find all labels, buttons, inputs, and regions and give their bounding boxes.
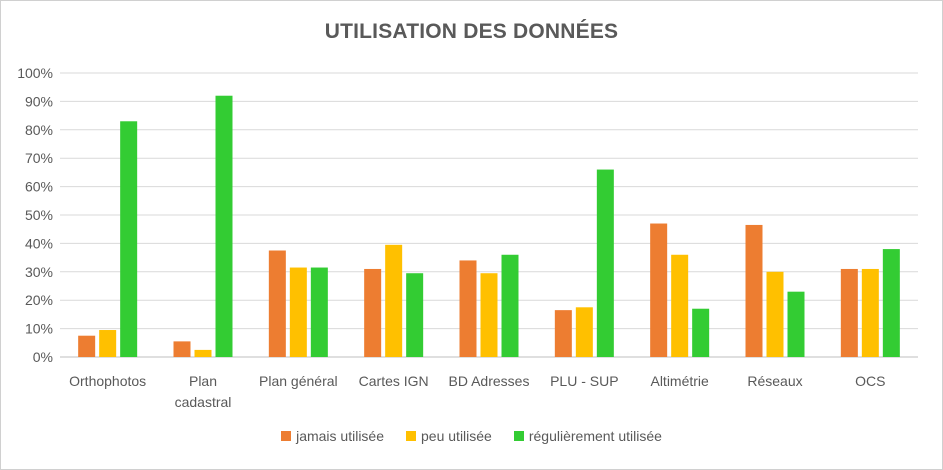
bar — [459, 260, 477, 357]
bar — [173, 341, 191, 357]
bar — [554, 310, 572, 357]
legend-label-regulierement: régulièrement utilisée — [528, 428, 662, 444]
legend-label-jamais: jamais utilisée — [296, 428, 385, 444]
x-tick-label: BD Adresses — [449, 373, 530, 389]
x-tick-label: Réseaux — [747, 373, 802, 389]
bar — [385, 244, 403, 357]
bar — [692, 308, 710, 357]
bar — [480, 273, 498, 357]
bar — [215, 95, 233, 357]
bar-chart: 0% 10% 20% 30% 40% 50% 60% 70% 80% 90% 100% Orthoph… — [17, 65, 918, 410]
bar — [766, 271, 784, 357]
chart-title: UTILISATION DES DONNÉES — [324, 20, 619, 43]
legend-item-regulierement: régulièrement utilisée — [513, 428, 662, 444]
bar — [364, 268, 382, 357]
y-tick-label: 0% — [33, 349, 53, 365]
bar — [194, 349, 212, 357]
y-tick-label: 60% — [25, 179, 53, 195]
bar — [406, 273, 424, 357]
bar — [671, 254, 689, 357]
bar — [861, 268, 879, 357]
bar — [501, 254, 519, 357]
legend-item-peu: peu utilisée — [406, 428, 492, 444]
legend-swatch-jamais — [281, 431, 292, 441]
y-tick-label: 90% — [25, 93, 53, 109]
bar — [575, 307, 593, 357]
x-tick-label: PLU - SUP — [550, 373, 618, 389]
bar — [596, 169, 614, 357]
legend-item-jamais: jamais utilisée — [281, 428, 384, 444]
legend-label-peu: peu utilisée — [421, 428, 492, 444]
y-tick-label: 80% — [25, 122, 53, 138]
bar — [78, 335, 96, 357]
x-tick-label: Plan général — [259, 373, 338, 389]
legend-swatch-regulierement — [513, 431, 524, 441]
x-tick-label: Cartes IGN — [359, 373, 429, 389]
bar — [745, 224, 763, 357]
bar — [120, 121, 138, 357]
x-tick-label: Altimétrie — [650, 373, 709, 389]
y-tick-label: 30% — [25, 264, 53, 280]
y-tick-label: 50% — [25, 207, 53, 223]
bar — [787, 291, 805, 357]
y-tick-label: 40% — [25, 235, 53, 251]
y-tick-label: 100% — [17, 65, 53, 81]
legend-swatch-peu — [406, 431, 417, 441]
bar — [310, 267, 328, 357]
x-tick-label: OCS — [855, 373, 885, 389]
bar — [268, 250, 286, 357]
bar — [289, 267, 307, 357]
y-tick-label: 70% — [25, 150, 53, 166]
bar — [650, 223, 668, 357]
bar — [882, 249, 900, 357]
x-tick-label: Plan cadastral — [175, 373, 232, 410]
bar — [840, 268, 858, 357]
y-tick-label: 20% — [25, 292, 53, 308]
x-tick-label: Orthophotos — [69, 373, 146, 389]
y-tick-label: 10% — [25, 321, 53, 337]
chart-legend: jamais utilisée peu utilisée régulièreme… — [0, 428, 943, 444]
bar — [99, 330, 117, 357]
